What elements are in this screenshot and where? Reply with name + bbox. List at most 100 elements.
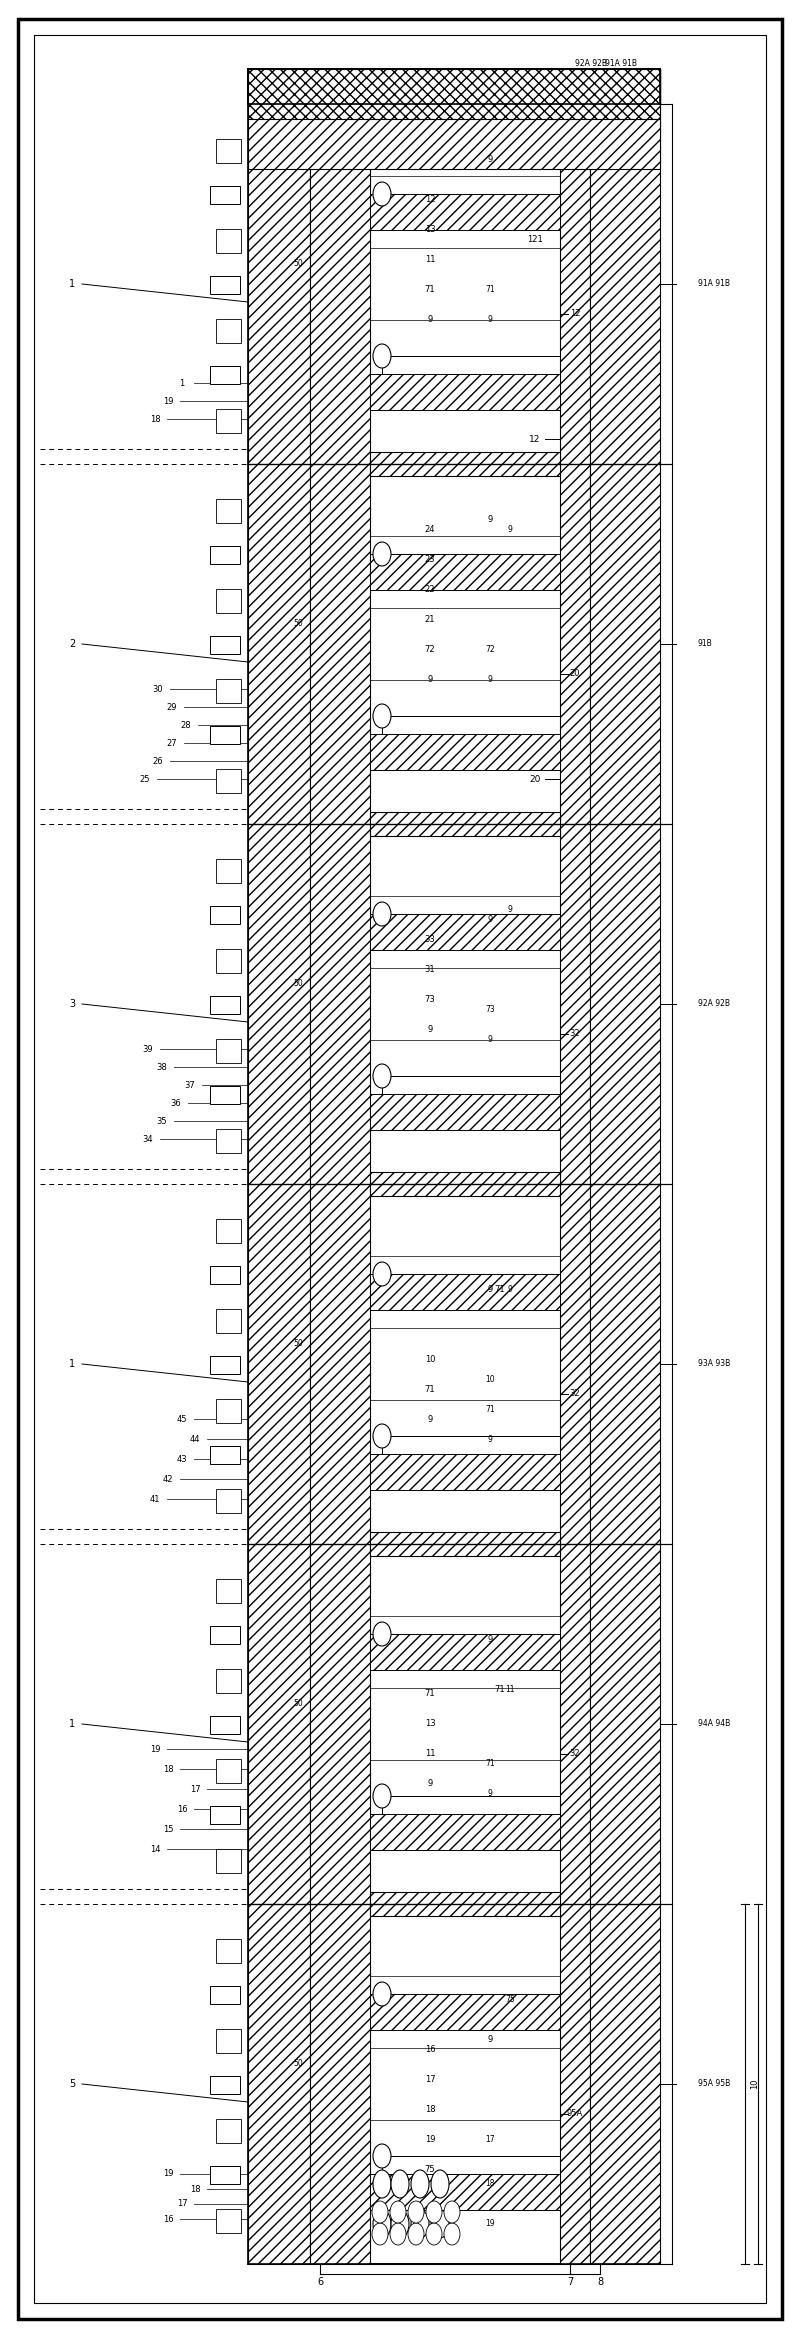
Text: 30: 30 [153, 685, 163, 692]
Text: 95A: 95A [567, 2110, 583, 2119]
Text: 25: 25 [140, 774, 150, 784]
Text: 71: 71 [485, 1403, 495, 1413]
Text: 18: 18 [150, 414, 160, 423]
Ellipse shape [426, 2222, 442, 2245]
Bar [216, 770, 241, 793]
Text: 9: 9 [507, 524, 513, 533]
Text: 19: 19 [162, 398, 174, 405]
Bar [370, 734, 560, 770]
Bar [210, 187, 240, 203]
Text: 9: 9 [487, 1284, 493, 1293]
Text: 18: 18 [486, 2180, 494, 2189]
Text: 9: 9 [507, 1284, 513, 1293]
Text: 39: 39 [142, 1046, 154, 1053]
Ellipse shape [426, 2201, 442, 2222]
Ellipse shape [373, 1621, 391, 1647]
Bar [370, 1892, 560, 1916]
Text: 10: 10 [485, 1375, 495, 1382]
Bar [560, 68, 590, 2264]
Bar [370, 1815, 560, 1850]
Bar [370, 374, 560, 409]
Ellipse shape [444, 2201, 460, 2222]
Ellipse shape [391, 2171, 409, 2199]
Text: 9: 9 [487, 154, 493, 164]
Ellipse shape [373, 1424, 391, 1448]
Text: 6: 6 [317, 2276, 323, 2288]
Bar [216, 2208, 241, 2234]
Text: 71: 71 [485, 1759, 495, 1768]
Bar [310, 68, 370, 2264]
Bar [216, 498, 241, 524]
Text: 27: 27 [166, 739, 178, 748]
Text: 14: 14 [150, 1845, 160, 1852]
Bar [216, 229, 241, 253]
Text: 9: 9 [427, 1415, 433, 1424]
Bar [216, 2028, 241, 2054]
Text: 5: 5 [69, 2079, 75, 2089]
Bar [216, 589, 241, 613]
Ellipse shape [373, 1981, 391, 2007]
Bar [210, 1265, 240, 1284]
Ellipse shape [372, 2201, 388, 2222]
Text: 17: 17 [425, 2075, 435, 2084]
Text: 32: 32 [570, 1750, 580, 1759]
Text: 50: 50 [293, 1340, 303, 1350]
Text: 16: 16 [425, 2044, 435, 2054]
Text: 71: 71 [494, 1684, 506, 1693]
Text: 50: 50 [293, 1700, 303, 1707]
Bar [210, 1717, 240, 1733]
Text: 73: 73 [425, 994, 435, 1003]
Bar [216, 138, 241, 164]
Text: 1: 1 [69, 1359, 75, 1368]
Text: 9: 9 [487, 2035, 493, 2044]
Text: 91A 91B: 91A 91B [698, 278, 730, 288]
Bar [370, 554, 560, 589]
Text: 11: 11 [425, 1750, 435, 1759]
Bar [216, 1490, 241, 1513]
Bar [370, 1095, 560, 1130]
Bar [216, 1039, 241, 1064]
Text: 16: 16 [177, 1803, 187, 1813]
Text: 17: 17 [485, 2136, 495, 2143]
Bar [216, 1759, 241, 1782]
Text: 9: 9 [487, 313, 493, 323]
Ellipse shape [373, 903, 391, 926]
Text: 19: 19 [425, 2136, 435, 2143]
Text: 9: 9 [427, 1024, 433, 1034]
Text: 93A 93B: 93A 93B [698, 1359, 730, 1368]
Ellipse shape [373, 543, 391, 566]
Text: 9: 9 [487, 515, 493, 524]
Text: 8: 8 [597, 2276, 603, 2288]
Ellipse shape [390, 2201, 406, 2222]
Ellipse shape [411, 2171, 429, 2199]
Text: 94A 94B: 94A 94B [698, 1719, 730, 1729]
Text: 22: 22 [425, 585, 435, 594]
Ellipse shape [373, 1263, 391, 1286]
Text: 91B: 91B [698, 639, 713, 648]
Text: 71: 71 [425, 1689, 435, 1698]
Text: 9: 9 [487, 1034, 493, 1043]
Ellipse shape [373, 2171, 391, 2199]
Text: 10: 10 [750, 2079, 759, 2089]
Text: 20: 20 [570, 669, 580, 678]
Text: 9: 9 [487, 1789, 493, 1799]
Bar [210, 1446, 240, 1464]
Bar [590, 68, 660, 2264]
Bar [248, 68, 660, 2264]
Text: 23: 23 [425, 554, 435, 564]
Text: 35: 35 [157, 1116, 167, 1125]
Bar [210, 1626, 240, 1644]
Text: 9: 9 [487, 1635, 493, 1644]
Text: 12: 12 [530, 435, 541, 444]
Text: 44: 44 [190, 1434, 200, 1443]
Text: 50: 50 [293, 620, 303, 629]
Bar [370, 1172, 560, 1195]
Bar [216, 858, 241, 884]
Text: 42: 42 [162, 1474, 174, 1483]
Bar [216, 1219, 241, 1244]
Text: 71: 71 [494, 1284, 506, 1293]
Text: 71: 71 [485, 285, 495, 292]
Ellipse shape [372, 2222, 388, 2245]
Bar [210, 545, 240, 564]
Bar [248, 68, 660, 119]
